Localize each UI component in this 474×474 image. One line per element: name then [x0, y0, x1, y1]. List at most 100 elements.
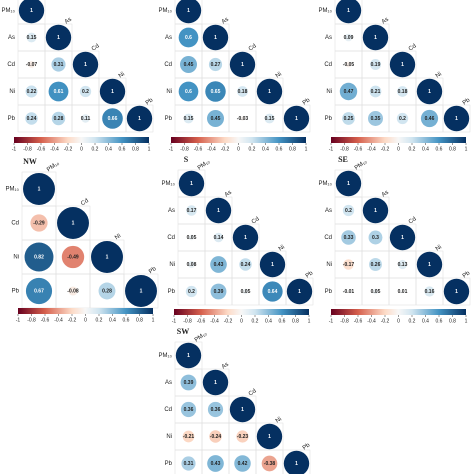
colorbar-tick-label: 0 [397, 146, 400, 152]
corr-circle [23, 173, 55, 205]
corr-value: 1 [374, 35, 377, 41]
diag-label: Pb [302, 442, 312, 452]
corr-value: 1 [298, 289, 301, 295]
colorbar-tick-label: 1 [305, 146, 308, 152]
corr-circle [424, 286, 435, 297]
corr-circle [264, 113, 275, 124]
corr-circle [397, 259, 408, 270]
colorbar-tick-label: 0.4 [105, 146, 112, 152]
colorbar-tick-label: -0.6 [41, 317, 50, 323]
colorbar-tick-label: 0.2 [249, 146, 256, 152]
corr-circle [48, 81, 69, 102]
corr-value: 0.14 [214, 235, 224, 241]
diag-label: PM₁₀ [354, 159, 369, 172]
corr-circle [335, 0, 362, 24]
colorbar-tick-label: 0.2 [409, 318, 416, 324]
colorbar-tick-label: -0.4 [54, 317, 63, 323]
corr-circle [206, 109, 225, 128]
row-label: As [168, 208, 175, 214]
corr-circle [205, 197, 232, 224]
corr-value: 0.18 [238, 89, 248, 95]
corr-value: 1 [347, 8, 350, 14]
corr-circle [232, 224, 259, 251]
diag-label: As [221, 17, 230, 26]
corr-value: 1 [214, 35, 217, 41]
diag-label: As [381, 190, 390, 199]
diag-label: Cd [251, 216, 261, 225]
colorbar-tick-label: -1 [172, 318, 177, 324]
corr-circle [237, 86, 248, 97]
corr-value: 1 [57, 35, 60, 41]
corr-panel: PM₁₀1PM₁₀As0.61AsCd0.450.271CdNi0.60.650… [158, 0, 312, 152]
corr-value: 1 [138, 116, 141, 122]
corr-circle [175, 342, 202, 369]
corr-value: 0.33 [344, 235, 354, 241]
corr-value: -0.07 [26, 62, 38, 68]
corr-circle [210, 283, 227, 300]
corr-circle [443, 105, 470, 132]
corr-value: 1 [187, 8, 190, 14]
corr-circle [283, 105, 310, 132]
corr-circle [368, 230, 383, 245]
panel-title: S [184, 155, 189, 164]
corr-value: 1 [140, 288, 143, 294]
corr-circle [367, 110, 384, 127]
colorbar-tick-label: 0.6 [119, 146, 126, 152]
corr-value: 0.36 [184, 407, 194, 413]
diag-label: PM₁₀ [194, 331, 209, 344]
corr-value: 1 [347, 181, 350, 187]
row-label: Ni [166, 434, 172, 440]
corr-circle [343, 259, 354, 270]
corr-value: -0.29 [33, 220, 45, 226]
row-label: As [325, 35, 332, 41]
colorbar-tick-label: 0.2 [409, 146, 416, 152]
colorbar-tick-label: -0.6 [194, 146, 203, 152]
colorbar-tick-label: -0.6 [37, 146, 46, 152]
colorbar-tick-label: 0.6 [436, 318, 443, 324]
corr-circle [369, 258, 382, 271]
corr-circle [102, 108, 123, 129]
corr-value: 1 [374, 208, 377, 214]
corr-circle [178, 170, 205, 197]
corr-circle [389, 224, 416, 251]
corr-circle [283, 450, 310, 474]
corr-value: 1 [401, 235, 404, 241]
corr-circle [183, 113, 194, 124]
corr-panel: PM₁₀1PM₁₀As0.151AsCd-0.070.311CdNi0.220.… [1, 0, 155, 152]
colorbar-tick-label: 0.8 [449, 318, 456, 324]
corr-value: 0.24 [241, 262, 251, 268]
corr-panel: SE PM₁₀ 1 PM₁₀ As 0.2 1 As Cd 0.33 0.3 1 Cd Ni -0.17 0.… [318, 155, 471, 325]
row-label: Ni [9, 89, 15, 95]
colorbar [171, 137, 306, 143]
corr-circle [175, 0, 202, 24]
corr-value: 1 [38, 186, 41, 192]
diag-label: Cd [80, 198, 90, 207]
colorbar-tick-label: 0.8 [132, 146, 139, 152]
diag-label: Pb [302, 97, 312, 107]
corr-value: 0.42 [238, 461, 248, 467]
corr-value: 1 [295, 461, 298, 467]
corr-value: 1 [244, 235, 247, 241]
row-label: Cd [164, 407, 172, 413]
corr-circle [335, 170, 362, 197]
corr-circle [126, 105, 153, 132]
corr-value: 1 [214, 380, 217, 386]
diag-label: Ni [114, 233, 122, 241]
colorbar-tick-label: -0.4 [50, 146, 59, 152]
corr-value: 0.36 [211, 407, 221, 413]
colorbar-tick-label: 0 [240, 318, 243, 324]
colorbar-tick-label: -0.4 [210, 318, 219, 324]
corr-circle [362, 197, 389, 224]
corr-value: -0.23 [237, 434, 249, 440]
corr-circle [178, 81, 199, 102]
diag-label: Pb [148, 266, 158, 276]
corr-value: 1 [30, 8, 33, 14]
corr-value: 0.15 [265, 116, 275, 122]
row-label: Cd [7, 62, 15, 68]
corr-circle [239, 258, 252, 271]
corr-value: 1 [455, 289, 458, 295]
cell [442, 104, 471, 133]
corr-circle [372, 288, 379, 295]
corr-value: 0.21 [371, 89, 381, 95]
colorbar-tick-label: -0.6 [197, 318, 206, 324]
